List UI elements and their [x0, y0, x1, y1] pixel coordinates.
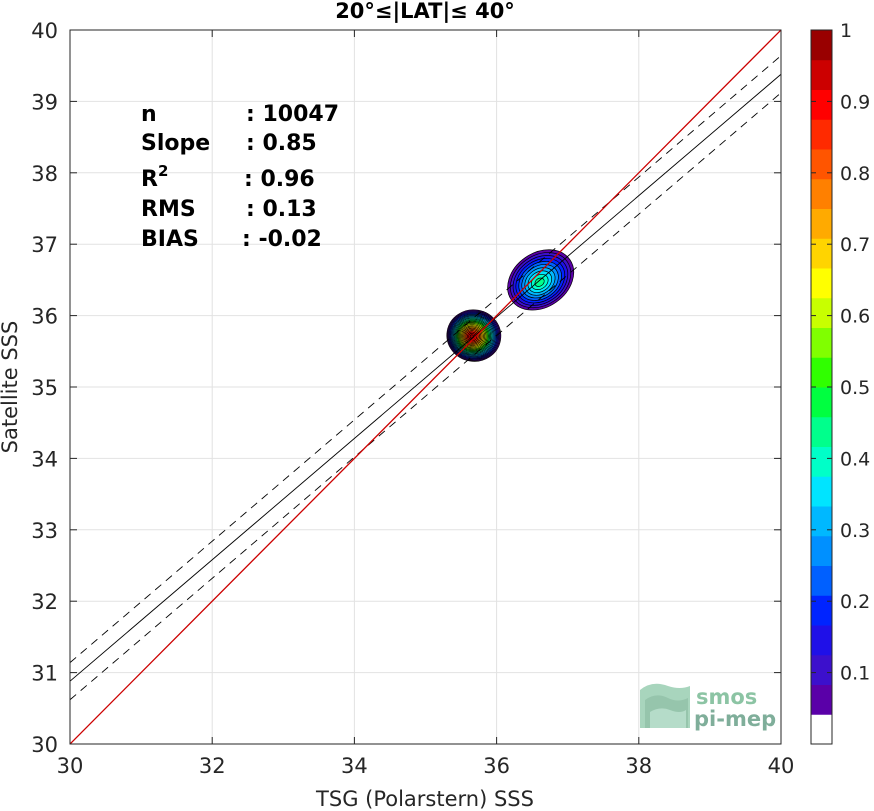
stat-value: : 0.96 — [244, 167, 315, 192]
colorbar-band — [811, 238, 832, 269]
stat-label: RMS — [141, 197, 196, 222]
y-tick-label: 39 — [31, 90, 58, 114]
confidence-line-upper — [70, 55, 781, 663]
colorbar-band — [811, 476, 832, 507]
smos-pi-mep-logo: smos pi-mep — [640, 683, 776, 731]
stat-value: : 10047 — [246, 102, 339, 127]
colorbar-band — [811, 89, 832, 120]
colorbar-band — [811, 625, 832, 656]
colorbar-tick-label: 0.9 — [840, 91, 870, 113]
colorbar-band — [811, 387, 832, 418]
stat-label: R2 — [141, 162, 168, 192]
colorbar-tick-label: 0.7 — [840, 234, 870, 256]
colorbar-band — [811, 59, 832, 90]
x-tick-label: 40 — [768, 754, 795, 778]
colorbar-band — [811, 506, 832, 537]
colorbar-ticks: 0.1 0.2 0.3 0.4 0.5 0.6 0.7 0.8 0.9 1 — [811, 20, 870, 685]
y-tick-label: 34 — [31, 447, 58, 471]
x-tick-label: 34 — [341, 754, 368, 778]
colorbar-tick-label: 0.5 — [840, 377, 870, 399]
logo-text-pimep: pi-mep — [694, 707, 776, 731]
colorbar-band — [811, 446, 832, 477]
y-tick-label: 35 — [31, 376, 58, 400]
y-tick-label: 38 — [31, 162, 58, 186]
colorbar-tick-label: 0.2 — [840, 591, 870, 613]
stat-label: BIAS — [141, 227, 199, 252]
y-tick-label: 31 — [31, 662, 58, 686]
colorbar-tick-label: 0.3 — [840, 520, 870, 542]
x-tick-label: 30 — [57, 754, 84, 778]
stats-annotation: n : 10047 Slope : 0.85 R2 : 0.96 RMS : 0.13 BIAS… — [141, 102, 339, 252]
colorbar-band — [811, 535, 832, 566]
x-tick-label: 32 — [199, 754, 226, 778]
colorbar-band — [811, 268, 832, 299]
grid — [69, 29, 782, 745]
colorbar-band — [811, 208, 832, 239]
y-tick-label: 30 — [31, 733, 58, 757]
colorbar-tick-label: 0.6 — [840, 306, 870, 328]
y-ticks: 30 31 32 33 34 35 36 37 38 39 40 — [31, 19, 781, 757]
colorbar-band — [811, 327, 832, 358]
colorbar-band — [811, 178, 832, 209]
colorbar: 0.1 0.2 0.3 0.4 0.5 0.6 0.7 0.8 0.9 1 — [810, 20, 870, 745]
y-axis-title: Satellite SSS — [0, 321, 22, 454]
x-tick-label: 36 — [483, 754, 510, 778]
stat-label: n — [141, 102, 157, 127]
colorbar-tick-label: 0.4 — [840, 448, 870, 470]
colorbar-tick-label: 0.8 — [840, 163, 870, 185]
logo-wave-icon — [640, 683, 690, 728]
colorbar-band — [811, 297, 832, 328]
y-tick-label: 32 — [31, 590, 58, 614]
colorbar-tick-label: 0.1 — [840, 663, 870, 685]
colorbar-band — [811, 119, 832, 150]
stat-value: : 0.85 — [246, 131, 317, 156]
plot-area: 30 32 34 36 38 40 30 31 32 33 34 35 36 37 38 39 40 — [31, 19, 794, 778]
x-ticks: 30 32 34 36 38 40 — [57, 30, 795, 778]
stat-value: : -0.02 — [242, 227, 322, 252]
colorbar-band — [811, 30, 832, 61]
colorbar-band — [811, 714, 832, 745]
confidence-line-lower — [70, 92, 781, 701]
regression-line — [70, 73, 781, 682]
stat-value: : 0.13 — [246, 197, 317, 222]
reference-lines — [70, 30, 781, 744]
colorbar-band — [811, 416, 832, 447]
y-tick-label: 36 — [31, 305, 58, 329]
colorbar-band — [811, 595, 832, 626]
logo-text-smos: smos — [696, 685, 757, 709]
y-tick-label: 33 — [31, 519, 58, 543]
x-axis-title: TSG (Polarstern) SSS — [315, 787, 534, 811]
colorbar-band — [811, 149, 832, 180]
colorbar-bands — [811, 30, 832, 745]
stat-label: Slope — [141, 131, 210, 156]
chart-title: 20°≤|LAT|≤ 40° — [335, 0, 515, 24]
colorbar-band — [811, 684, 832, 715]
colorbar-band — [811, 565, 832, 596]
identity-line — [70, 30, 781, 744]
y-tick-label: 40 — [31, 19, 58, 43]
x-tick-label: 38 — [625, 754, 652, 778]
y-tick-label: 37 — [31, 233, 58, 257]
colorbar-band — [811, 654, 832, 685]
colorbar-band — [811, 357, 832, 388]
density-contour-level — [534, 277, 545, 287]
colorbar-tick-label: 1 — [840, 20, 852, 42]
